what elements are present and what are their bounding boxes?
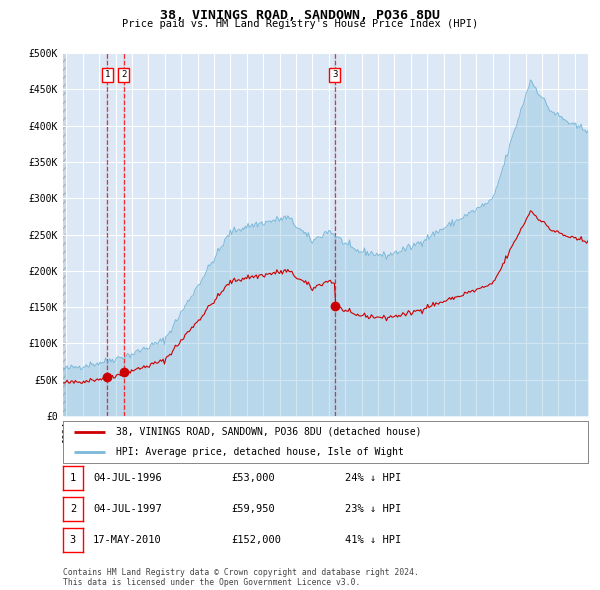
Text: 23% ↓ HPI: 23% ↓ HPI (345, 504, 401, 514)
Text: 1: 1 (104, 70, 110, 80)
Text: 1: 1 (70, 473, 76, 483)
Text: 04-JUL-1996: 04-JUL-1996 (93, 473, 162, 483)
Text: 3: 3 (70, 535, 76, 545)
Text: £59,950: £59,950 (231, 504, 275, 514)
Text: 38, VININGS ROAD, SANDOWN, PO36 8DU: 38, VININGS ROAD, SANDOWN, PO36 8DU (160, 9, 440, 22)
Bar (122, 53, 125, 416)
Text: Contains HM Land Registry data © Crown copyright and database right 2024.
This d: Contains HM Land Registry data © Crown c… (63, 568, 419, 587)
Text: 04-JUL-1997: 04-JUL-1997 (93, 504, 162, 514)
Text: £152,000: £152,000 (231, 535, 281, 545)
Text: 17-MAY-2010: 17-MAY-2010 (93, 535, 162, 545)
Text: Price paid vs. HM Land Registry's House Price Index (HPI): Price paid vs. HM Land Registry's House … (122, 19, 478, 30)
Text: HPI: Average price, detached house, Isle of Wight: HPI: Average price, detached house, Isle… (115, 447, 403, 457)
Text: 38, VININGS ROAD, SANDOWN, PO36 8DU (detached house): 38, VININGS ROAD, SANDOWN, PO36 8DU (det… (115, 427, 421, 437)
Bar (334, 53, 336, 416)
Bar (106, 53, 109, 416)
Text: 2: 2 (121, 70, 127, 80)
Text: £53,000: £53,000 (231, 473, 275, 483)
Text: 41% ↓ HPI: 41% ↓ HPI (345, 535, 401, 545)
Text: 24% ↓ HPI: 24% ↓ HPI (345, 473, 401, 483)
Text: 3: 3 (332, 70, 338, 80)
Bar (63, 53, 66, 416)
Text: 2: 2 (70, 504, 76, 514)
